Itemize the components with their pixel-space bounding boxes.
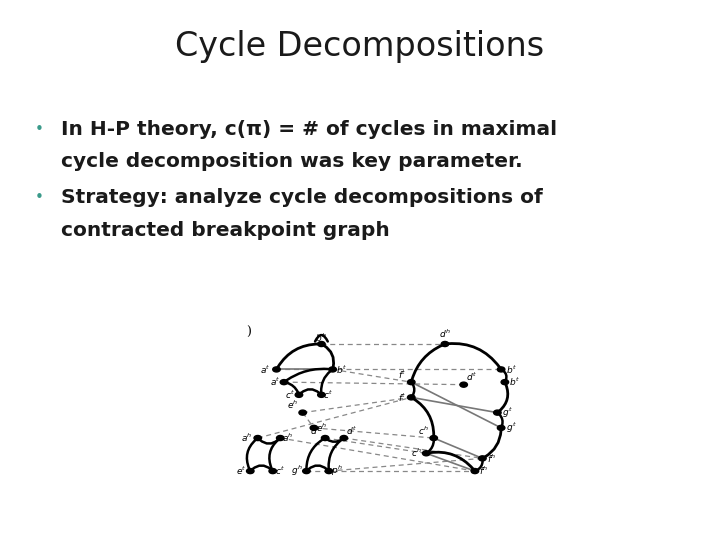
- FancyArrowPatch shape: [448, 343, 500, 367]
- FancyArrowPatch shape: [503, 371, 506, 380]
- Circle shape: [494, 410, 501, 415]
- Text: $d^t$: $d^t$: [346, 424, 357, 437]
- FancyArrowPatch shape: [301, 389, 320, 393]
- Text: •: •: [35, 190, 44, 205]
- Circle shape: [302, 469, 310, 474]
- Circle shape: [310, 426, 318, 430]
- FancyArrowPatch shape: [485, 430, 501, 457]
- Circle shape: [340, 435, 348, 441]
- FancyArrowPatch shape: [321, 371, 330, 392]
- FancyArrowPatch shape: [500, 384, 508, 411]
- Text: In H-P theory, c(π) = # of cycles in maximal: In H-P theory, c(π) = # of cycles in max…: [61, 120, 557, 139]
- Circle shape: [408, 395, 415, 400]
- Text: $a^t$: $a^t$: [260, 363, 271, 376]
- FancyArrowPatch shape: [247, 440, 256, 469]
- FancyArrowPatch shape: [307, 440, 323, 468]
- Circle shape: [408, 380, 415, 384]
- FancyArrowPatch shape: [308, 465, 327, 469]
- Text: Strategy: analyze cycle decompositions of: Strategy: analyze cycle decompositions o…: [61, 188, 543, 207]
- Text: •: •: [35, 122, 44, 137]
- Circle shape: [498, 426, 505, 430]
- Text: $f^h$: $f^h$: [487, 452, 496, 464]
- FancyArrowPatch shape: [413, 399, 433, 435]
- FancyArrowPatch shape: [324, 346, 333, 367]
- FancyArrowPatch shape: [328, 440, 341, 468]
- Text: $a^t$: $a^t$: [269, 376, 280, 388]
- Text: $g^h$: $g^h$: [291, 464, 302, 478]
- Circle shape: [280, 380, 288, 384]
- FancyArrowPatch shape: [429, 452, 473, 469]
- Text: $b^t$: $b^t$: [509, 376, 521, 388]
- Circle shape: [246, 469, 254, 474]
- Text: $a^h$: $a^h$: [282, 432, 294, 444]
- Text: $c^h$: $c^h$: [418, 424, 429, 437]
- Circle shape: [430, 435, 438, 441]
- Circle shape: [329, 367, 336, 372]
- FancyArrowPatch shape: [269, 440, 278, 469]
- FancyArrowPatch shape: [428, 441, 433, 451]
- Circle shape: [276, 435, 284, 441]
- Text: $d^t$: $d^t$: [310, 424, 321, 437]
- Text: $d^t$: $d^t$: [466, 371, 477, 383]
- Circle shape: [471, 469, 479, 474]
- Text: $b^t$: $b^t$: [336, 363, 348, 376]
- Circle shape: [273, 367, 280, 372]
- FancyArrowPatch shape: [315, 335, 328, 341]
- Text: $a^h$: $a^h$: [240, 432, 252, 444]
- FancyArrowPatch shape: [252, 465, 271, 469]
- Text: $f^h$: $f^h$: [480, 465, 489, 477]
- Text: $e^t$: $e^t$: [236, 465, 246, 477]
- FancyArrowPatch shape: [278, 344, 319, 367]
- Text: $g^t$: $g^t$: [505, 421, 516, 435]
- Circle shape: [269, 469, 276, 474]
- Circle shape: [254, 435, 261, 441]
- Circle shape: [460, 382, 467, 387]
- Text: $c^t$: $c^t$: [323, 389, 333, 401]
- Text: contracted breakpoint graph: contracted breakpoint graph: [61, 221, 390, 240]
- FancyArrowPatch shape: [477, 461, 482, 470]
- Text: $c^h$: $c^h$: [411, 447, 422, 460]
- Text: $b^t$: $b^t$: [505, 363, 517, 376]
- Circle shape: [325, 469, 333, 474]
- Text: $d^h$: $d^h$: [439, 328, 451, 340]
- FancyArrowPatch shape: [413, 384, 414, 395]
- FancyArrowPatch shape: [412, 345, 442, 380]
- FancyArrowPatch shape: [260, 440, 278, 444]
- Circle shape: [318, 392, 325, 397]
- Text: $f^t$: $f^t$: [398, 368, 407, 381]
- FancyArrowPatch shape: [287, 369, 330, 381]
- FancyArrowPatch shape: [287, 383, 298, 392]
- Text: $e^h$: $e^h$: [287, 399, 299, 411]
- Circle shape: [501, 380, 508, 384]
- Text: cycle decomposition was key parameter.: cycle decomposition was key parameter.: [61, 152, 523, 171]
- Circle shape: [441, 341, 449, 347]
- FancyArrowPatch shape: [500, 415, 503, 426]
- Circle shape: [295, 392, 302, 397]
- FancyArrowPatch shape: [328, 440, 341, 442]
- Text: $c^t$: $c^t$: [285, 389, 295, 401]
- Text: $b^h$: $b^h$: [315, 332, 328, 344]
- Circle shape: [321, 435, 329, 441]
- Circle shape: [423, 451, 430, 456]
- Text: $c^t$: $c^t$: [274, 465, 284, 477]
- Circle shape: [318, 341, 325, 347]
- Text: $g^t$: $g^t$: [502, 406, 513, 420]
- Circle shape: [498, 367, 505, 372]
- Text: $f^t$: $f^t$: [398, 391, 407, 403]
- Circle shape: [479, 456, 486, 461]
- Text: Cycle Decompositions: Cycle Decompositions: [176, 30, 544, 63]
- Text: $p^h$: $p^h$: [330, 464, 343, 478]
- Text: $e^h$: $e^h$: [316, 422, 328, 434]
- Text: ): ): [246, 326, 251, 339]
- Circle shape: [299, 410, 307, 415]
